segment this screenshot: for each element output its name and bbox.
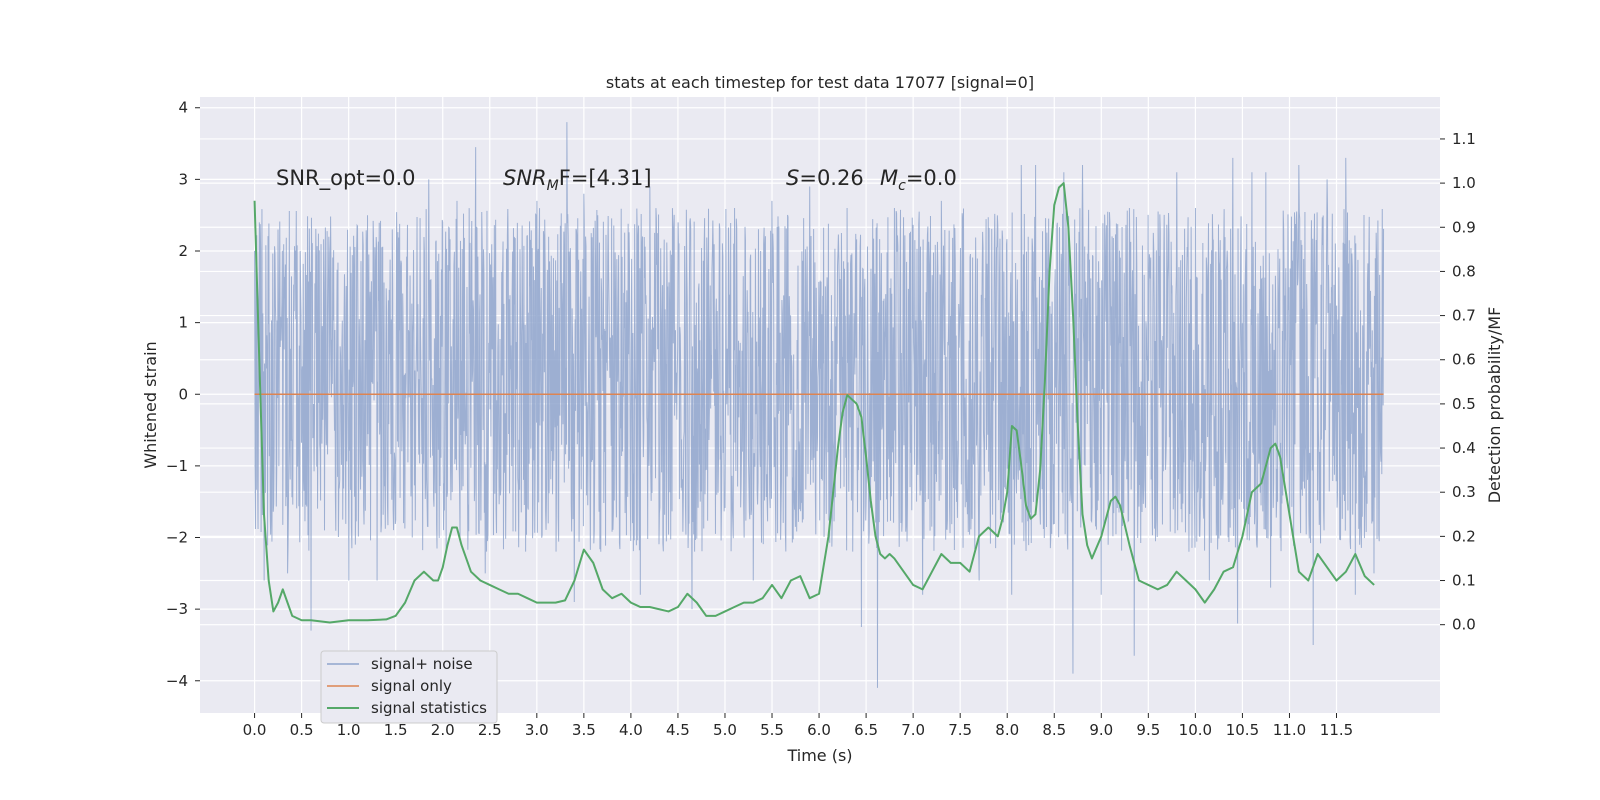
x-tick-label: 9.0 [1089, 721, 1113, 739]
y-right-tick-label: 1.0 [1452, 174, 1476, 192]
x-tick-label: 8.0 [995, 721, 1019, 739]
s-value: =0.26 [799, 166, 863, 190]
x-tick-label: 10.0 [1179, 721, 1212, 739]
x-tick-label: 0.5 [290, 721, 314, 739]
x-tick-label: 4.5 [666, 721, 690, 739]
x-tick-label: 3.5 [572, 721, 596, 739]
y-left-tick-label: 3 [178, 170, 188, 188]
x-tick-label: 10.5 [1226, 721, 1259, 739]
signal-noise-line [254, 122, 1385, 688]
x-axis-label: Time (s) [786, 746, 852, 765]
x-tick-label: 7.5 [948, 721, 972, 739]
axis-ticks: 0.0 0.5 1.0 1.5 2.0 2.5 3.0 3.5 4.0 4.5 5.0 5.5 6.0 6… [166, 99, 1476, 739]
y-left-tick-label: 2 [178, 242, 188, 260]
annotation-s: S=0.26 [786, 166, 864, 190]
y-left-tick-label: 4 [178, 99, 188, 117]
y-right-tick-label: 0.8 [1452, 262, 1476, 280]
annotation-snr-mf: SNRMF=[4.31] [503, 166, 652, 194]
x-tick-label: 2.0 [431, 721, 455, 739]
mc-subscript: c [898, 178, 906, 194]
y-left-tick-label: −3 [166, 600, 188, 618]
y-left-tick-label: 1 [178, 314, 188, 332]
signal-statistics-line [253, 182, 1375, 624]
y-left-tick-label: 0 [178, 385, 188, 403]
x-tick-label: 5.0 [713, 721, 737, 739]
y-right-tick-label: 0.5 [1452, 395, 1476, 413]
y-right-tick-label: 0.2 [1452, 527, 1476, 545]
x-tick-label: 6.0 [807, 721, 831, 739]
legend-label-signal-noise: signal+ noise [371, 655, 473, 673]
snr-mf-base: SNR [503, 166, 547, 190]
y-left-tick-label: −2 [166, 529, 188, 547]
x-tick-label: 11.5 [1320, 721, 1353, 739]
legend-box [320, 650, 498, 724]
x-tick-label: 11.0 [1273, 721, 1306, 739]
y-right-tick-label: 0.7 [1452, 307, 1476, 325]
x-tick-label: 7.0 [901, 721, 925, 739]
x-tick-label: 8.5 [1042, 721, 1066, 739]
x-tick-label: 3.0 [525, 721, 549, 739]
x-tick-label: 6.5 [854, 721, 878, 739]
y-right-tick-label: 1.1 [1452, 130, 1476, 148]
legend-label-signal-statistics: signal statistics [371, 699, 487, 717]
y-axis-left-label: Whitened strain [141, 341, 160, 468]
y-right-tick-label: 0.9 [1452, 218, 1476, 236]
x-tick-label: 2.5 [478, 721, 502, 739]
x-tick-label: 5.5 [760, 721, 784, 739]
y-right-tick-label: 0.3 [1452, 483, 1476, 501]
y-right-tick-label: 0.6 [1452, 351, 1476, 369]
legend: signal+ noise signal only signal statist… [320, 650, 498, 724]
mc-base: M [880, 166, 898, 190]
snr-mf-tail: F=[4.31] [559, 166, 652, 190]
mc-value: =0.0 [906, 166, 957, 190]
annotation-snr-opt: SNR_opt=0.0 [276, 166, 416, 191]
annotation-mc: Mc=0.0 [880, 166, 957, 194]
signal-noise-series [254, 122, 1385, 688]
s-symbol: S [786, 166, 799, 190]
y-right-tick-label: 0.1 [1452, 572, 1476, 590]
y-left-tick-label: −1 [166, 457, 188, 475]
chart-title: stats at each timestep for test data 170… [606, 73, 1034, 92]
x-tick-label: 0.0 [243, 721, 267, 739]
x-tick-label: 9.5 [1136, 721, 1160, 739]
y-left-tick-label: −4 [166, 672, 188, 690]
signal-statistics-series [253, 182, 1375, 624]
y-right-tick-label: 0.0 [1452, 616, 1476, 634]
x-tick-label: 1.0 [337, 721, 361, 739]
legend-label-signal-only: signal only [371, 677, 452, 695]
x-tick-label: 1.5 [384, 721, 408, 739]
y-right-tick-label: 0.4 [1452, 439, 1476, 457]
x-tick-label: 4.0 [619, 721, 643, 739]
snr-mf-subscript: M [547, 178, 559, 194]
y-axis-right-label: Detection probability/MF [1485, 307, 1504, 504]
